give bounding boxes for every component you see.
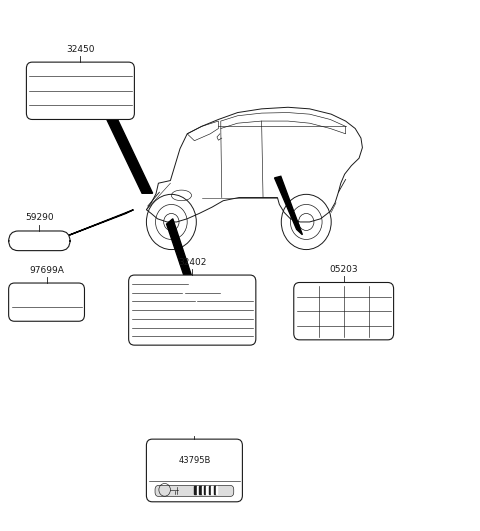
FancyBboxPatch shape [9,283,84,321]
Text: 59290: 59290 [25,213,54,222]
FancyBboxPatch shape [26,62,134,119]
Bar [211,485,213,494]
Bar [204,485,205,494]
Polygon shape [275,176,302,235]
Polygon shape [167,219,192,282]
Text: 05203: 05203 [329,265,358,274]
FancyBboxPatch shape [9,231,70,251]
Polygon shape [81,65,153,193]
Text: 97699A: 97699A [29,266,64,275]
FancyBboxPatch shape [146,439,242,502]
Bar [209,485,210,494]
FancyBboxPatch shape [155,485,234,496]
Bar [194,485,196,494]
Bar [206,485,209,494]
Bar [202,485,203,494]
Bar [216,485,217,494]
Polygon shape [55,210,133,241]
Text: 32402: 32402 [178,258,206,267]
FancyBboxPatch shape [294,282,394,340]
Text: 32450: 32450 [66,45,95,54]
Bar [214,485,216,494]
Bar [199,485,202,494]
Bar [197,485,198,494]
FancyBboxPatch shape [129,275,256,345]
Text: 43795B: 43795B [178,456,211,465]
